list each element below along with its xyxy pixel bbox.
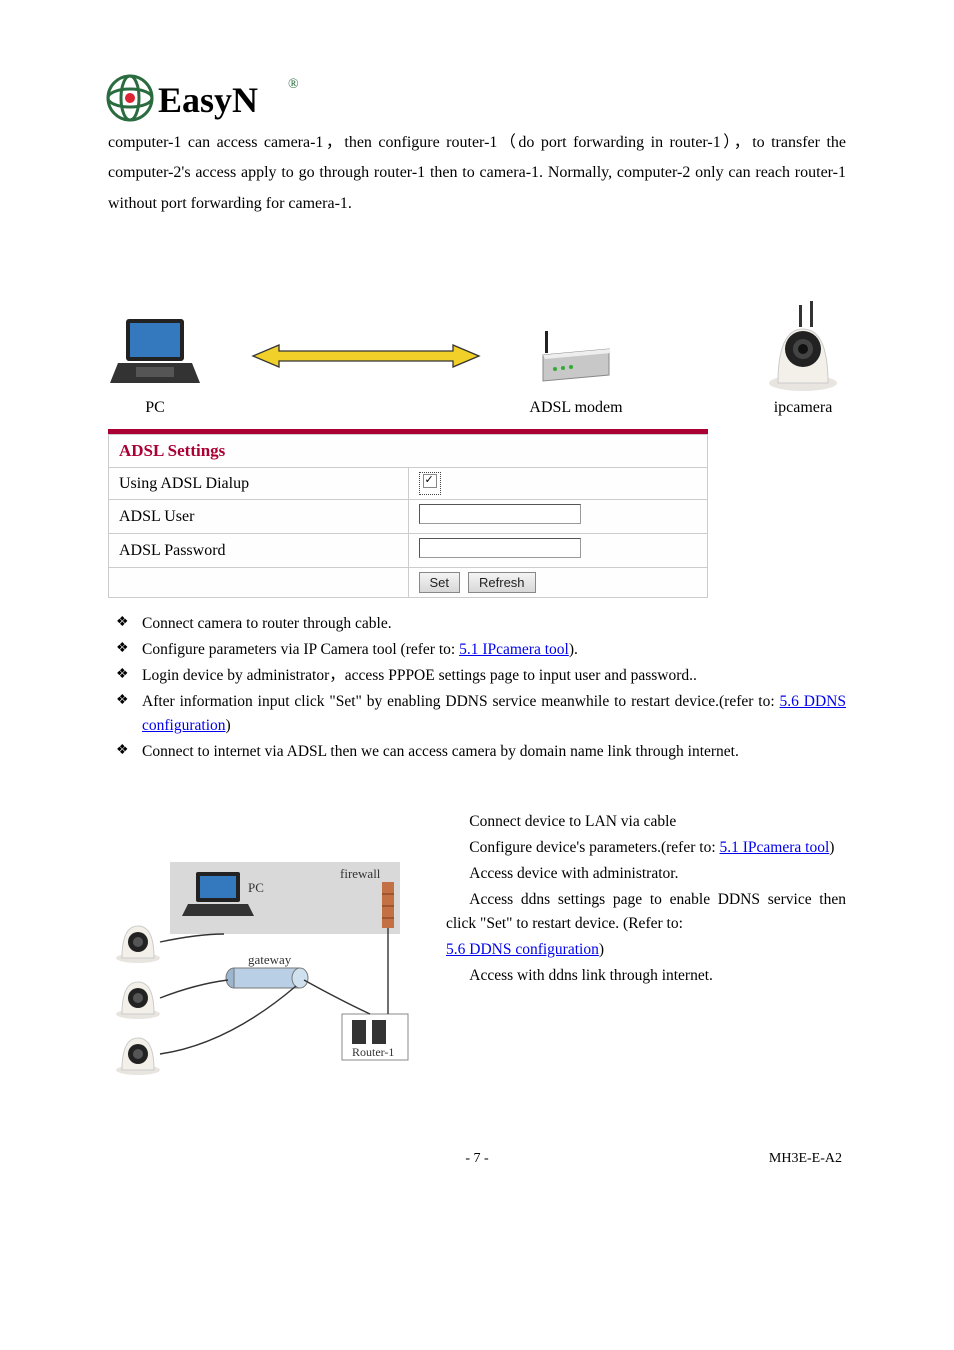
ipcamera-tool-link[interactable]: 5.1 IPcamera tool (459, 641, 569, 658)
list-item: After information input click "Set" by e… (108, 690, 846, 738)
lan-p4: Access ddns settings page to enable DDNS… (446, 888, 846, 936)
table-row: Using ADSL Dialup (109, 468, 708, 500)
svg-text:gateway: gateway (248, 952, 292, 967)
svg-text:PC: PC (248, 880, 264, 895)
list-item: Connect camera to router through cable. (108, 612, 846, 636)
adsl-dialup-label: Using ADSL Dialup (109, 468, 409, 500)
list-item: Configure parameters via IP Camera tool … (108, 638, 846, 662)
svg-text:EasyN: EasyN (158, 80, 258, 120)
lan-p3: Access device with administrator. (446, 862, 846, 886)
lan-instructions: Connect device to LAN via cable Configur… (446, 810, 846, 990)
lan-p2-text: Configure device's parameters.(refer to: (469, 839, 719, 856)
adsl-settings-panel: ADSL Settings Using ADSL Dialup ADSL Use… (108, 429, 708, 598)
modem-label: ADSL modem (529, 399, 622, 417)
set-button[interactable]: Set (419, 572, 461, 593)
page-number: - 7 - (465, 1151, 488, 1167)
pc-label: PC (145, 399, 165, 417)
table-row: Set Refresh (109, 568, 708, 598)
adsl-dialup-cell (408, 468, 708, 500)
adsl-user-label: ADSL User (109, 500, 409, 534)
svg-text:firewall: firewall (340, 866, 381, 881)
bullet-text: ) (226, 717, 231, 734)
ipcamera-tool-link[interactable]: 5.1 IPcamera tool (720, 839, 830, 856)
adsl-password-label: ADSL Password (109, 534, 409, 568)
intro-paragraph: computer-1 can access camera-1，then conf… (108, 128, 846, 219)
lan-p4-b: ) (599, 941, 604, 958)
adsl-dialup-checkbox[interactable] (419, 472, 441, 495)
adsl-password-input[interactable] (419, 538, 581, 558)
laptop-icon (108, 313, 202, 393)
list-item: Login device by administrator，access PPP… (108, 664, 846, 688)
bullet-text: ). (569, 641, 578, 658)
adsl-user-input[interactable] (419, 504, 581, 524)
bullet-list: Connect camera to router through cable. … (108, 612, 846, 764)
refresh-button[interactable]: Refresh (468, 572, 536, 593)
easyn-logo-svg: EasyN ® (104, 72, 304, 124)
lan-p2-text-b: ) (829, 839, 834, 856)
table-row: ADSL Password (109, 534, 708, 568)
lan-p5: Access with ddns link through internet. (446, 964, 846, 988)
lan-p1: Connect device to LAN via cable (446, 810, 846, 834)
page-footer: - 7 - MH3E-E-A2 (108, 1151, 846, 1167)
bullet-text: Connect camera to router through cable. (142, 615, 392, 632)
modem-icon (539, 329, 613, 393)
lan-p4-link-line: 5.6 DDNS configuration) (446, 938, 846, 962)
ipcamera-icon (760, 293, 846, 393)
diagram-pc-modem-camera: PC ADSL modem (108, 247, 846, 417)
bullet-text: After information input click "Set" by e… (142, 693, 780, 710)
bullet-text: Login device by administrator，access PPP… (142, 667, 697, 684)
bullet-text: Configure parameters via IP Camera tool … (142, 641, 459, 658)
list-item: Connect to internet via ADSL then we can… (108, 740, 846, 764)
ddns-config-link[interactable]: 5.6 DDNS configuration (446, 941, 599, 958)
svg-text:Router-1: Router-1 (352, 1045, 394, 1059)
lan-p2: Configure device's parameters.(refer to:… (446, 836, 846, 860)
doc-code: MH3E-E-A2 (489, 1151, 842, 1167)
double-arrow-icon (251, 343, 481, 369)
camera-small-icon (116, 926, 160, 1075)
camera-label: ipcamera (774, 399, 833, 417)
table-row: ADSL User (109, 500, 708, 534)
bullet-text: Connect to internet via ADSL then we can… (142, 743, 739, 760)
diagram-lan-topology: firewall PC gateway (108, 816, 418, 1081)
brand-logo: EasyN ® (104, 72, 846, 124)
adsl-settings-header: ADSL Settings (109, 435, 708, 468)
lan-p4-text: Access ddns settings page to enable DDNS… (446, 891, 846, 932)
svg-text:®: ® (288, 77, 299, 92)
